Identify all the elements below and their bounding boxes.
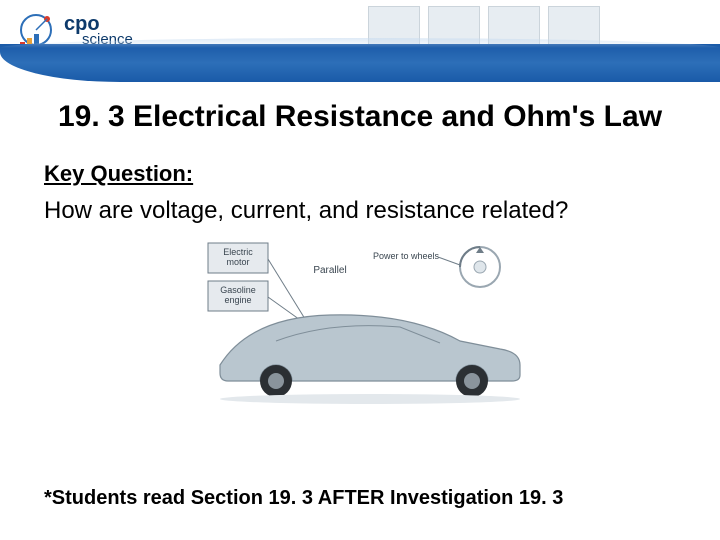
label-gasoline-engine: Gasoline bbox=[220, 285, 256, 295]
header-wave bbox=[0, 44, 720, 82]
svg-text:motor: motor bbox=[226, 257, 249, 267]
key-question-text: How are voltage, current, and resistance… bbox=[44, 197, 676, 225]
key-question-label: Key Question: bbox=[44, 161, 676, 187]
label-parallel: Parallel bbox=[313, 265, 346, 276]
hybrid-car-diagram: Electric motor Gasoline engine Parallel … bbox=[44, 237, 676, 407]
slide-title: 19. 3 Electrical Resistance and Ohm's La… bbox=[44, 100, 676, 135]
slide-content: 19. 3 Electrical Resistance and Ohm's La… bbox=[44, 100, 676, 407]
car-diagram-icon: Electric motor Gasoline engine Parallel … bbox=[180, 237, 540, 407]
footnote: *Students read Section 19. 3 AFTER Inves… bbox=[44, 487, 563, 510]
label-electric-motor: Electric bbox=[223, 247, 253, 257]
svg-text:engine: engine bbox=[224, 295, 251, 305]
header-band: cpo science bbox=[0, 0, 720, 90]
label-power-to-wheels: Power to wheels bbox=[373, 251, 440, 261]
